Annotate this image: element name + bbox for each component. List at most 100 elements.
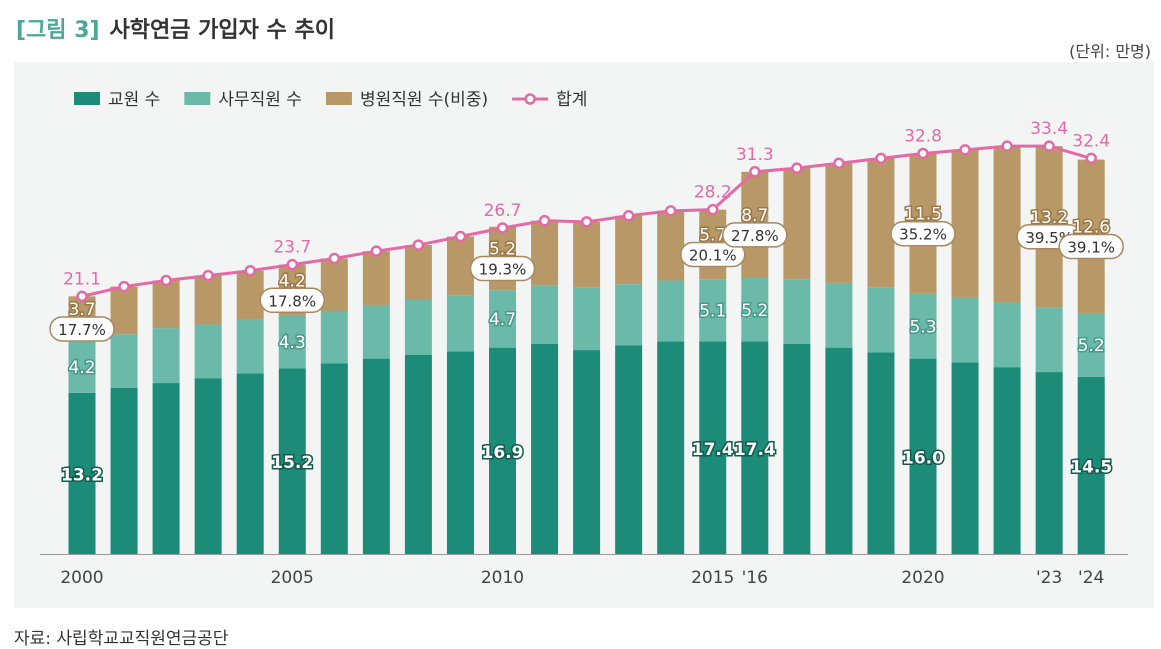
figure-tag: [그림 3] (16, 18, 100, 43)
bar-hospital-2002 (152, 280, 180, 329)
bar-staff-2014 (657, 280, 685, 342)
label-total-2020: 32.8 (904, 126, 942, 146)
share-pill-2000 (49, 316, 115, 342)
total-marker-2010 (496, 222, 509, 234)
x-tick-'23: '23 (1036, 568, 1062, 588)
total-marker-2006 (328, 252, 341, 265)
bar-hospital-2019 (867, 158, 895, 288)
bar-teachers-2023 (1035, 372, 1063, 554)
total-marker-2008 (412, 239, 425, 251)
bar-staff-2015 (699, 279, 727, 342)
x-tick-2015: 2015 (691, 568, 734, 588)
total-marker-2000 (76, 290, 88, 303)
total-marker-2021 (959, 144, 971, 156)
label-staff-2000: 4.2 (68, 358, 95, 378)
bar-teachers-2000 (68, 392, 96, 554)
legend-label-hospital: 병원직원 수(비중) (360, 90, 488, 110)
label-staff-2010: 4.7 (489, 310, 516, 330)
label-share-2005: 17.8% (268, 292, 316, 310)
bar-staff-2011 (531, 285, 559, 344)
unit-label: (단위: 만명) (1069, 42, 1151, 61)
label-staff-2015: 5.1 (699, 301, 726, 321)
bar-hospital-2013 (615, 215, 643, 285)
bar-teachers-2008 (404, 354, 432, 554)
share-pill-2010 (469, 255, 536, 282)
bar-staff-2012 (573, 287, 601, 351)
x-tick-2005: 2005 (271, 568, 314, 588)
legend-label-staff: 사무직원 수 (218, 90, 302, 110)
bar-teachers-2021 (951, 362, 979, 554)
share-pill-2024 (1058, 233, 1124, 260)
bar-teachers-2010 (489, 347, 516, 554)
bar-teachers-2016 (741, 341, 769, 554)
source-note: 자료: 사립학교교직원연금공단 (14, 629, 229, 649)
total-marker-2013 (622, 210, 635, 222)
bar-staff-2002 (152, 328, 180, 384)
label-hospital-2010: 5.2 (489, 240, 516, 260)
bar-hospital-2003 (194, 275, 222, 325)
bar-staff-2004 (236, 319, 264, 374)
bar-staff-2001 (110, 334, 138, 388)
total-marker-2003 (202, 269, 214, 282)
label-staff-2024: 5.2 (1078, 336, 1105, 356)
bar-hospital-2011 (531, 220, 559, 286)
stacked-bar-chart: 13.24.23.717.7%21.115.24.34.217.8%23.716… (40, 90, 1128, 588)
label-share-2024: 39.1% (1067, 239, 1115, 257)
label-teachers-2000: 13.2 (61, 465, 103, 485)
total-marker-2016 (749, 166, 761, 178)
label-share-2016: 27.8% (731, 227, 779, 245)
total-marker-2012 (580, 216, 593, 228)
label-hospital-2024: 12.6 (1072, 218, 1110, 238)
bar-teachers-2019 (867, 352, 895, 554)
bar-hospital-2001 (110, 286, 138, 335)
bar-teachers-2022 (993, 367, 1021, 554)
bar-hospital-2006 (320, 258, 348, 312)
label-teachers-2005: 15.2 (271, 453, 313, 473)
share-pill-2016 (722, 222, 788, 248)
total-marker-2002 (160, 274, 172, 287)
bar-staff-2000 (68, 341, 96, 393)
total-marker-2019 (875, 152, 887, 165)
bar-staff-2006 (320, 311, 348, 364)
bar-staff-2010 (489, 290, 516, 348)
share-pill-2020 (890, 220, 956, 247)
bar-staff-2003 (194, 324, 222, 379)
label-total-2000: 21.1 (63, 269, 101, 289)
total-marker-2018 (833, 157, 845, 170)
legend-marker-total (524, 93, 536, 105)
total-marker-2005 (286, 258, 298, 271)
bar-teachers-2003 (194, 378, 222, 554)
bar-staff-2020 (909, 293, 937, 359)
label-total-2015: 28.2 (694, 183, 732, 203)
x-tick-2000: 2000 (60, 568, 103, 588)
total-marker-2015 (707, 203, 719, 216)
label-hospital-2016: 8.7 (741, 206, 768, 226)
total-marker-2017 (791, 162, 803, 174)
label-share-2010: 19.3% (479, 261, 527, 279)
bar-hospital-2018 (825, 163, 853, 283)
bar-staff-2021 (951, 297, 979, 363)
label-total-2023: 33.4 (1030, 119, 1068, 139)
label-hospital-2023: 13.2 (1030, 208, 1068, 228)
bar-staff-2018 (825, 282, 853, 348)
bar-hospital-2009 (446, 236, 474, 296)
label-total-2016: 31.3 (736, 145, 774, 165)
label-teachers-2016: 17.4 (734, 440, 776, 460)
bar-staff-2024 (1077, 313, 1105, 377)
legend-swatch-staff (184, 92, 211, 105)
bar-teachers-2012 (573, 350, 601, 554)
label-hospital-2020: 11.5 (904, 205, 942, 225)
total-marker-2022 (1001, 140, 1013, 152)
figure-title: [그림 3] 사학연금 가입자 수 추이 (16, 12, 335, 44)
legend-label-total: 합계 (556, 90, 587, 110)
total-marker-2004 (244, 264, 256, 277)
bar-hospital-2014 (657, 210, 685, 281)
x-tick-'24: '24 (1078, 568, 1104, 588)
label-share-2020: 35.2% (899, 226, 947, 244)
bar-teachers-2004 (236, 373, 264, 554)
label-total-2010: 26.7 (484, 201, 522, 221)
legend-swatch-hospital (325, 92, 352, 105)
legend-swatch-teachers (74, 92, 100, 105)
bar-hospital-2008 (404, 245, 432, 301)
chart-panel: 13.2 4.2 3.7 17.7% 21.1 15.2 4.3 4.2 17.8% 23.7 16… (14, 62, 1154, 608)
